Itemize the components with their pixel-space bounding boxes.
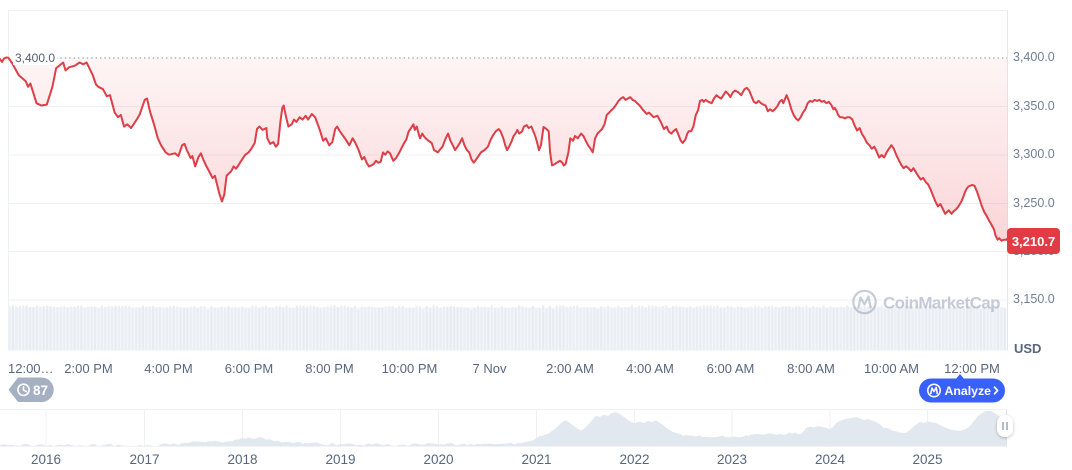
svg-text:87: 87 <box>33 383 48 398</box>
svg-text:CoinMarketCap: CoinMarketCap <box>883 294 1000 313</box>
svg-text:Analyze: Analyze <box>945 384 992 398</box>
